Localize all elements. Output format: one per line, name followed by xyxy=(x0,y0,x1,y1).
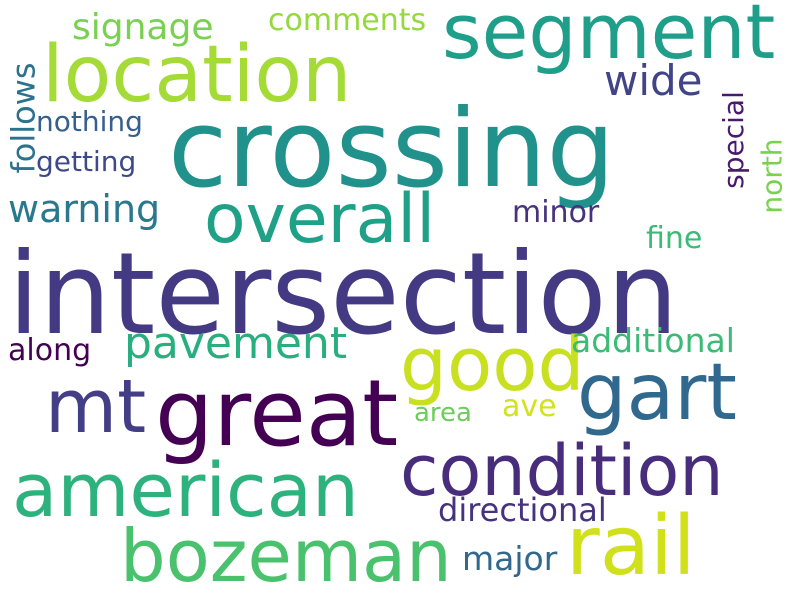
word-getting: getting xyxy=(36,145,137,178)
word-directional: directional xyxy=(438,491,607,529)
word-signage: signage xyxy=(72,7,214,48)
word-pavement: pavement xyxy=(124,318,348,369)
word-great: great xyxy=(155,360,399,467)
word-special: special xyxy=(716,91,750,189)
word-additional: additional xyxy=(571,321,735,360)
word-gart: gart xyxy=(577,348,737,438)
word-comments: comments xyxy=(268,3,427,38)
word-american: american xyxy=(12,448,359,534)
word-good: good xyxy=(400,322,585,408)
word-bozeman: bozeman xyxy=(120,514,452,598)
word-fine: fine xyxy=(646,221,703,256)
word-north: north xyxy=(755,138,789,214)
word-nothing: nothing xyxy=(36,105,143,138)
word-rail: rail xyxy=(566,499,696,594)
word-mt: mt xyxy=(45,364,147,450)
word-wide: wide xyxy=(604,56,703,105)
word-overall: overall xyxy=(204,180,436,259)
word-area: area xyxy=(414,398,472,428)
word-along: along xyxy=(8,333,92,368)
word-location: location xyxy=(42,30,352,120)
word-crossing: crossing xyxy=(168,87,616,212)
word-major: major xyxy=(462,539,558,578)
word-warning: warning xyxy=(8,187,161,231)
word-ave: ave xyxy=(502,389,557,424)
word-minor: minor xyxy=(512,195,600,230)
word-segment: segment xyxy=(442,0,776,76)
word-intersection: intersection xyxy=(8,228,679,360)
word-follows: follows xyxy=(4,62,43,174)
word-condition: condition xyxy=(400,430,724,512)
